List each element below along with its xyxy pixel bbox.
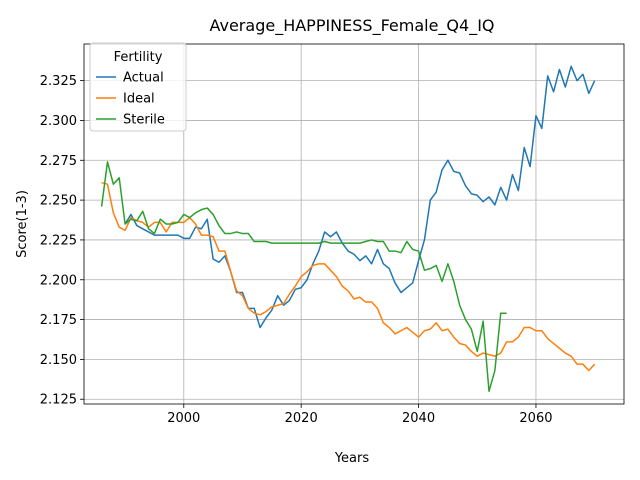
x-axis-ticks: 2000 2020 2040 2060 [167, 404, 553, 426]
legend-title: Fertility [114, 50, 163, 65]
y-tick-label: 2.275 [40, 154, 77, 169]
legend-items: Actual Ideal Sterile [96, 71, 165, 128]
y-axis-ticks: 2.125 2.150 2.175 2.200 2.225 2.250 2.275 2.300… [40, 74, 84, 408]
y-tick-label: 2.225 [40, 233, 77, 248]
x-tick-label: 2020 [285, 411, 318, 426]
x-tick-label: 2040 [402, 411, 435, 426]
y-tick-label: 2.150 [40, 353, 77, 368]
series-lines [100, 65, 596, 393]
series-line-sterile [100, 161, 507, 393]
x-tick-label: 2000 [167, 411, 200, 426]
plot-frame [83, 43, 625, 405]
chart-title: Average_HAPPINESS_Female_Q4_IQ [209, 16, 494, 36]
legend-label-sterile: Sterile [123, 113, 165, 128]
y-tick-label: 2.250 [40, 194, 77, 209]
series-line-actual [124, 65, 596, 329]
y-tick-label: 2.200 [40, 273, 77, 288]
y-tick-label: 2.300 [40, 114, 77, 129]
legend: Fertility Actual Ideal Sterile [89, 42, 187, 132]
y-tick-label: 2.325 [40, 74, 77, 89]
legend-label-actual: Actual [123, 71, 164, 86]
x-axis-title: Years [334, 451, 370, 466]
legend-box [89, 42, 187, 132]
series-line-ideal [101, 181, 596, 372]
y-tick-label: 2.175 [40, 313, 77, 328]
grid-lines [84, 44, 624, 404]
y-tick-label: 2.125 [40, 393, 77, 408]
y-axis-title: Score(1-3) [15, 190, 30, 258]
legend-label-ideal: Ideal [123, 92, 155, 107]
x-tick-label: 2060 [519, 411, 552, 426]
